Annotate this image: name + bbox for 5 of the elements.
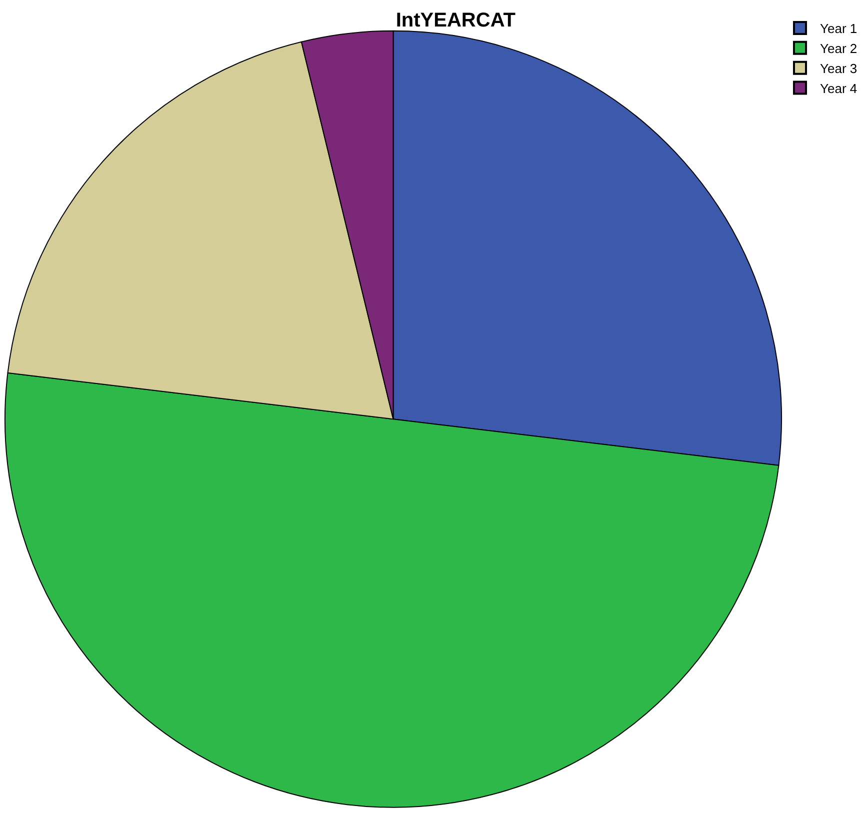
legend-label: Year 1 xyxy=(820,21,858,36)
chart-title: IntYEARCAT xyxy=(396,9,516,32)
legend-label: Year 2 xyxy=(820,41,858,56)
legend-label: Year 4 xyxy=(820,80,858,96)
legend-label: Year 3 xyxy=(820,60,858,76)
